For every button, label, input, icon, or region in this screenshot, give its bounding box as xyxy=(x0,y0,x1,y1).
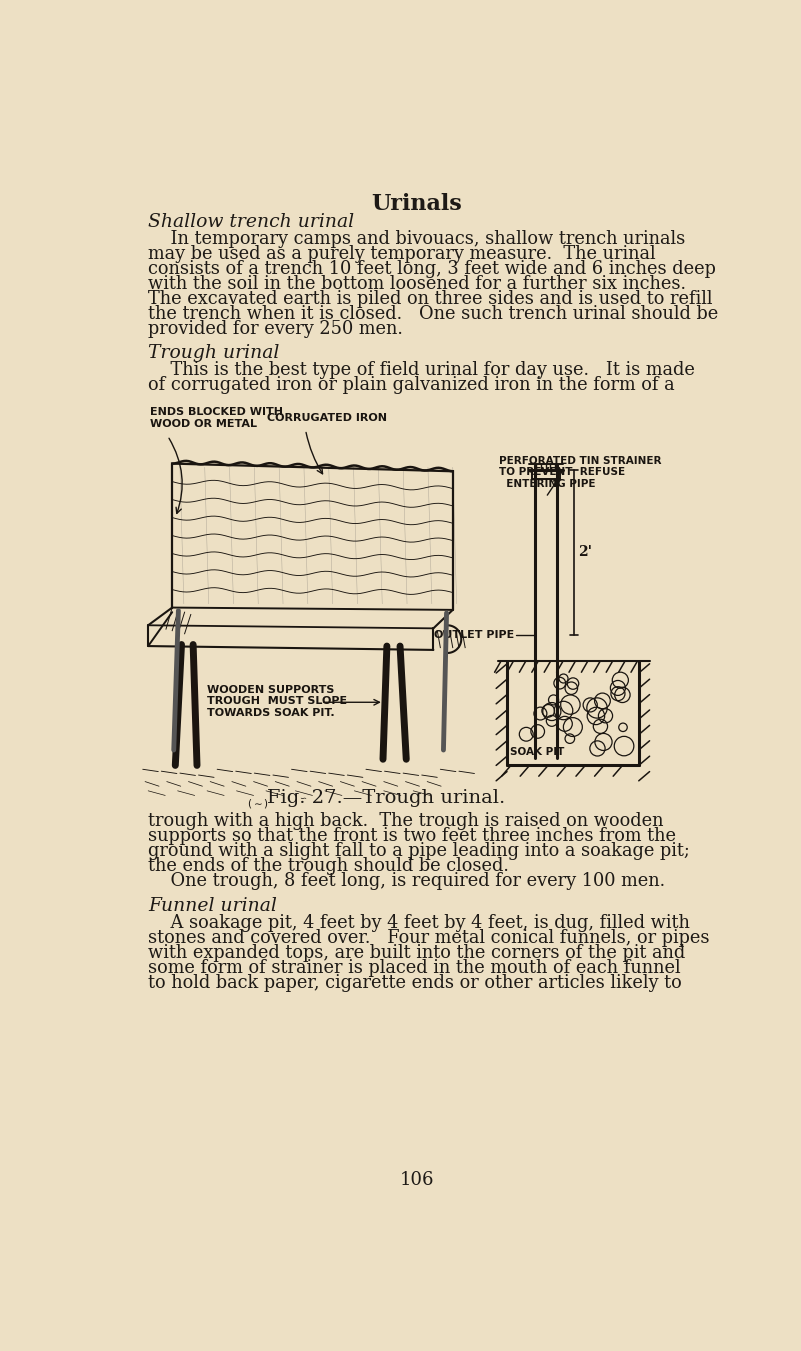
Text: $\backsim$: $\backsim$ xyxy=(298,794,308,802)
Text: the ends of the trough should be closed.: the ends of the trough should be closed. xyxy=(148,857,509,874)
Text: One trough, 8 feet long, is required for every 100 men.: One trough, 8 feet long, is required for… xyxy=(148,871,666,890)
Text: stones and covered over.   Four metal conical funnels, or pipes: stones and covered over. Four metal coni… xyxy=(148,929,710,947)
Text: CORRUGATED IRON: CORRUGATED IRON xyxy=(267,413,387,423)
Text: Shallow trench urinal: Shallow trench urinal xyxy=(148,213,354,231)
Text: to hold back paper, cigarette ends or other articles likely to: to hold back paper, cigarette ends or ot… xyxy=(148,974,682,993)
Text: 2': 2' xyxy=(578,544,592,559)
Text: with the soil in the bottom loosened for a further six inches.: with the soil in the bottom loosened for… xyxy=(148,274,686,293)
Text: WOODEN SUPPORTS
TROUGH  MUST SLOPE
TOWARDS SOAK PIT.: WOODEN SUPPORTS TROUGH MUST SLOPE TOWARD… xyxy=(207,685,347,717)
Text: may be used as a purely temporary measure.  The urinal: may be used as a purely temporary measur… xyxy=(148,245,656,263)
Text: Urinals: Urinals xyxy=(372,193,462,215)
Text: provided for every 250 men.: provided for every 250 men. xyxy=(148,320,403,338)
Text: The excavated earth is piled on three sides and is used to refill: The excavated earth is piled on three si… xyxy=(148,290,713,308)
Text: with expanded tops, are built into the corners of the pit and: with expanded tops, are built into the c… xyxy=(148,944,686,962)
Text: some form of strainer is placed in the mouth of each funnel: some form of strainer is placed in the m… xyxy=(148,959,681,978)
Text: supports so that the front is two feet three inches from the: supports so that the front is two feet t… xyxy=(148,827,676,844)
Text: In temporary camps and bivouacs, shallow trench urinals: In temporary camps and bivouacs, shallow… xyxy=(148,230,686,247)
Text: the trench when it is closed.   One such trench urinal should be: the trench when it is closed. One such t… xyxy=(148,305,718,323)
Text: Funnel urinal: Funnel urinal xyxy=(148,897,277,916)
Text: of corrugated iron or plain galvanized iron in the form of a: of corrugated iron or plain galvanized i… xyxy=(148,376,674,394)
Text: 106: 106 xyxy=(400,1171,434,1189)
Text: This is the best type of field urinal for day use.   It is made: This is the best type of field urinal fo… xyxy=(148,361,695,380)
Text: consists of a trench 10 feet long, 3 feet wide and 6 inches deep: consists of a trench 10 feet long, 3 fee… xyxy=(148,259,716,278)
Text: OUTLET PIPE: OUTLET PIPE xyxy=(433,630,514,639)
Text: ground with a slight fall to a pipe leading into a soakage pit;: ground with a slight fall to a pipe lead… xyxy=(148,842,690,859)
Text: Trough urinal: Trough urinal xyxy=(148,345,280,362)
Text: A soakage pit, 4 feet by 4 feet by 4 feet, is dug, filled with: A soakage pit, 4 feet by 4 feet by 4 fee… xyxy=(148,915,690,932)
Text: SOAK PIT: SOAK PIT xyxy=(510,747,565,757)
Text: PERFORATED TIN STRAINER
TO PREVENT  REFUSE
  ENTERING PIPE: PERFORATED TIN STRAINER TO PREVENT REFUS… xyxy=(499,455,662,489)
Text: $(\sim)$: $(\sim)$ xyxy=(248,797,269,811)
Text: trough with a high back.  The trough is raised on wooden: trough with a high back. The trough is r… xyxy=(148,812,664,830)
Text: Fig. 27.—Trough urinal.: Fig. 27.—Trough urinal. xyxy=(267,789,505,807)
Text: ENDS BLOCKED WITH
WOOD OR METAL: ENDS BLOCKED WITH WOOD OR METAL xyxy=(150,408,283,430)
